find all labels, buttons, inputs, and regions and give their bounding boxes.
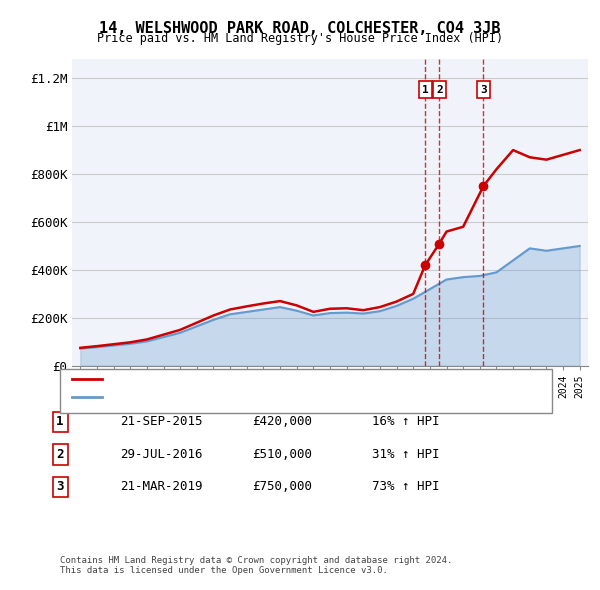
Text: Contains HM Land Registry data © Crown copyright and database right 2024.
This d: Contains HM Land Registry data © Crown c…: [60, 556, 452, 575]
Text: Price paid vs. HM Land Registry's House Price Index (HPI): Price paid vs. HM Land Registry's House …: [97, 32, 503, 45]
Text: 14, WELSHWOOD PARK ROAD, COLCHESTER, CO4 3JB (detached house): 14, WELSHWOOD PARK ROAD, COLCHESTER, CO4…: [108, 375, 489, 384]
Text: 29-JUL-2016: 29-JUL-2016: [120, 448, 203, 461]
Text: 73% ↑ HPI: 73% ↑ HPI: [372, 480, 439, 493]
Text: 16% ↑ HPI: 16% ↑ HPI: [372, 415, 439, 428]
Text: 3: 3: [56, 480, 64, 493]
Text: 2: 2: [56, 448, 64, 461]
Text: 1: 1: [422, 85, 428, 94]
Text: 31% ↑ HPI: 31% ↑ HPI: [372, 448, 439, 461]
Text: 1: 1: [56, 415, 64, 428]
Text: £750,000: £750,000: [252, 480, 312, 493]
Text: 21-MAR-2019: 21-MAR-2019: [120, 480, 203, 493]
Text: HPI: Average price, detached house, Colchester: HPI: Average price, detached house, Colc…: [108, 392, 395, 402]
Text: 2: 2: [436, 85, 443, 94]
Text: 14, WELSHWOOD PARK ROAD, COLCHESTER, CO4 3JB: 14, WELSHWOOD PARK ROAD, COLCHESTER, CO4…: [99, 21, 501, 35]
Text: 3: 3: [480, 85, 487, 94]
Text: 21-SEP-2015: 21-SEP-2015: [120, 415, 203, 428]
Text: £420,000: £420,000: [252, 415, 312, 428]
Text: £510,000: £510,000: [252, 448, 312, 461]
